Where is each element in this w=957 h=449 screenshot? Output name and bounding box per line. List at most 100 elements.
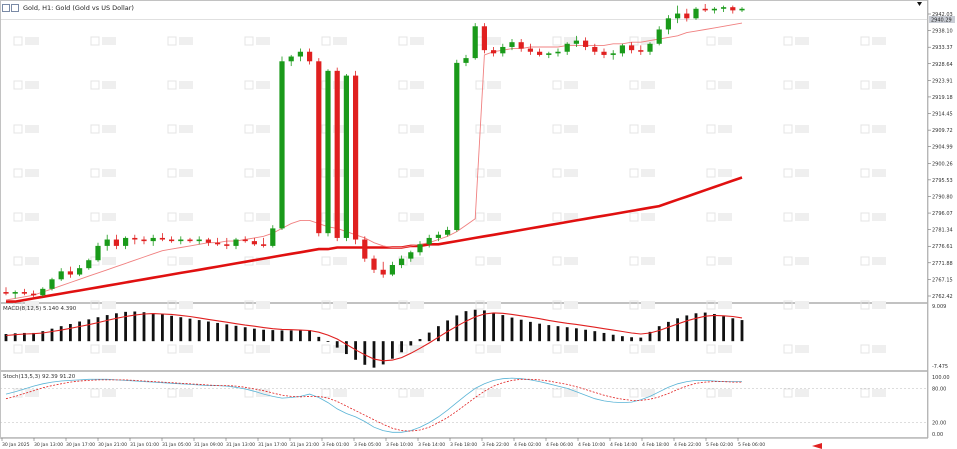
candle-body	[592, 46, 598, 52]
watermark-text-block	[102, 301, 116, 309]
price-tick-label: 2771.88	[932, 261, 953, 267]
candle-body	[583, 40, 589, 47]
macd-bar	[87, 319, 91, 342]
macd-bar	[161, 314, 164, 342]
watermark-logo-icon	[552, 168, 562, 178]
candle-body	[546, 53, 552, 55]
macd-bar	[418, 339, 422, 342]
macd-signal-line	[5, 312, 743, 362]
macd-bar	[262, 329, 265, 342]
watermark-logo-icon	[552, 80, 562, 90]
watermark-logo-icon	[244, 300, 254, 310]
watermark-logo-icon	[706, 344, 716, 354]
candle-body	[205, 239, 211, 243]
candle-body	[472, 26, 478, 59]
watermark-text-block	[641, 345, 655, 353]
watermark-logo-icon	[244, 344, 254, 354]
candle-body	[261, 244, 267, 246]
candle-body	[316, 61, 322, 234]
candle-body	[95, 245, 101, 261]
watermark-text-block	[718, 301, 732, 309]
watermark-logo-icon	[13, 256, 23, 266]
watermark-text-block	[564, 257, 578, 265]
macd-bar	[243, 327, 247, 342]
candle-body	[518, 42, 524, 49]
candle-body	[169, 239, 175, 242]
price-tick-label: 2796.07	[932, 211, 953, 217]
time-tick-label: 31 Jan 05:00	[162, 442, 191, 448]
candle-body	[509, 42, 515, 47]
macd-bar	[289, 330, 293, 342]
watermark-logo-icon	[321, 388, 331, 398]
macd-bar	[446, 320, 449, 342]
macd-bar	[667, 321, 670, 342]
watermark-text-block	[256, 37, 270, 45]
watermark-logo-icon	[706, 388, 716, 398]
axis-labels-layer: 2942.03 2938.10 2933.37 2928.64 2923.91 2919.…	[1, 12, 953, 448]
macd-pane[interactable]	[0, 303, 928, 371]
macd-bar	[519, 319, 523, 342]
watermark-text-block	[410, 169, 424, 177]
watermark-logo-icon	[13, 124, 23, 134]
candle-body	[399, 258, 405, 265]
watermark-logo-icon	[398, 36, 408, 46]
price-series-layer	[0, 4, 928, 303]
ma-slow-line	[6, 176, 743, 303]
stoch-tick-label: 100.00	[932, 375, 950, 381]
candle-body	[629, 45, 635, 51]
candle-body	[389, 264, 395, 275]
candle-body	[408, 252, 414, 259]
ma-fast-line	[5, 22, 743, 301]
watermark-text-block	[487, 169, 501, 177]
candle-body	[435, 234, 441, 238]
macd-bar	[271, 330, 275, 342]
watermark-text-block	[872, 37, 886, 45]
candle-body	[684, 13, 690, 19]
watermark-logo-icon	[244, 80, 254, 90]
candle-body	[307, 51, 313, 62]
candle-body	[104, 239, 110, 246]
candle-body	[132, 237, 138, 240]
watermark-text-block	[333, 81, 347, 89]
candle-body	[527, 48, 533, 52]
candle-body	[343, 75, 349, 238]
candle-body	[675, 13, 681, 19]
candle-body	[463, 58, 469, 63]
watermark-text-block	[872, 257, 886, 265]
watermark-text-block	[333, 213, 347, 221]
watermark-logo-icon	[90, 124, 100, 134]
timeframe-icon[interactable]	[11, 4, 19, 12]
watermark-logo-icon	[167, 300, 177, 310]
watermark-logo-icon	[321, 36, 331, 46]
watermark-logo-icon	[706, 212, 716, 222]
price-tick-label: 2904.99	[932, 145, 953, 151]
watermark-logo-icon	[167, 80, 177, 90]
watermark-text-block	[256, 301, 270, 309]
watermark-text-block	[872, 81, 886, 89]
macd-bar	[731, 318, 735, 342]
candle-body	[334, 70, 340, 238]
price-tick-label: 2781.34	[932, 228, 953, 234]
watermark-text-block	[564, 213, 578, 221]
watermark-text-block	[333, 257, 347, 265]
macd-bar	[96, 317, 100, 342]
candle-body	[426, 237, 432, 245]
macd-bar	[584, 329, 587, 342]
watermark-logo-icon	[783, 344, 793, 354]
macd-bar	[400, 341, 403, 353]
watermark-logo-icon	[860, 168, 870, 178]
symbol-icon[interactable]	[2, 4, 10, 12]
macd-bar	[703, 312, 707, 342]
watermark-logo-icon	[860, 300, 870, 310]
price-pane[interactable]	[0, 0, 928, 303]
macd-bar	[639, 337, 643, 342]
macd-bar	[391, 341, 394, 359]
time-tick-label: 4 Feb 14:00	[610, 442, 637, 448]
candle-body	[481, 26, 487, 51]
watermark-text-block	[872, 169, 886, 177]
macd-bar	[648, 331, 652, 342]
chart-shift-marker-icon[interactable]	[917, 2, 922, 6]
watermark-logo-icon	[783, 212, 793, 222]
time-tick-label: 3 Feb 10:00	[386, 442, 413, 448]
